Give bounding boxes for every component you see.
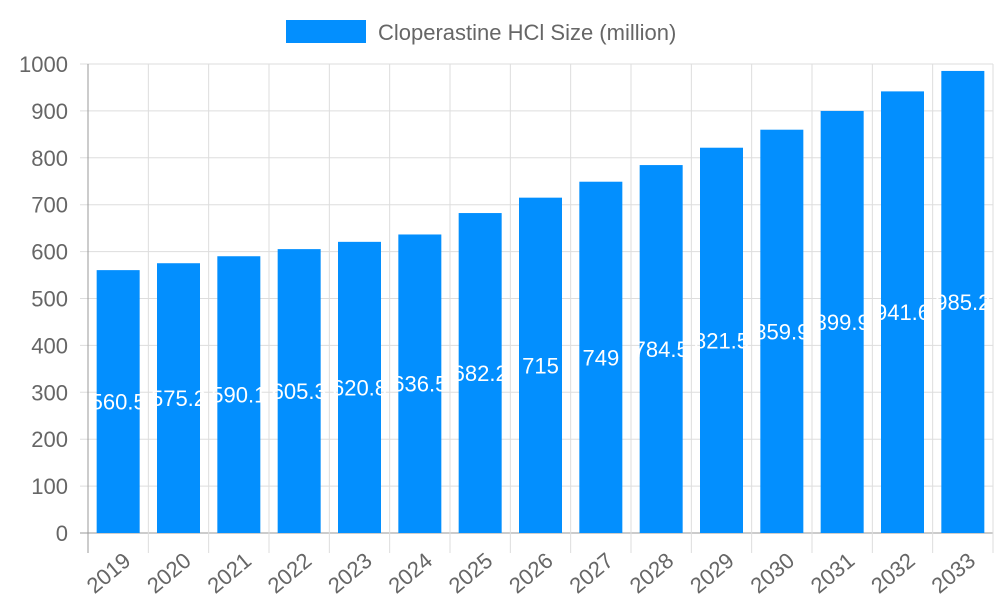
x-tick-label: 2023 <box>323 548 377 599</box>
data-label: 859.9 <box>754 319 809 344</box>
data-label: 605.3 <box>272 379 327 404</box>
x-tick-label: 2030 <box>745 548 799 599</box>
bar <box>941 70 985 534</box>
x-tick-label: 2029 <box>685 548 739 599</box>
data-label: 715 <box>522 353 559 378</box>
bar <box>217 256 261 533</box>
legend[interactable]: Cloperastine HCl Size (million) <box>286 20 676 45</box>
bar <box>881 91 924 534</box>
y-tick-label: 200 <box>31 427 68 452</box>
data-label: 620.8 <box>332 375 387 400</box>
legend-swatch <box>286 20 366 43</box>
x-tick-label: 2022 <box>263 548 317 599</box>
bar <box>639 165 683 533</box>
data-label: 749 <box>582 345 619 370</box>
y-tick-label: 100 <box>31 474 68 499</box>
y-tick-label: 0 <box>56 521 68 546</box>
legend-label: Cloperastine HCl Size (million) <box>378 20 676 45</box>
bar <box>398 234 442 533</box>
data-label: 575.2 <box>151 386 206 411</box>
x-tick-label: 2025 <box>444 548 498 599</box>
bar <box>458 213 502 533</box>
bar <box>519 197 562 534</box>
data-label: 941.6 <box>875 300 930 325</box>
y-tick-label: 900 <box>31 99 68 124</box>
x-tick-label: 2032 <box>866 548 920 599</box>
data-label: 985.2 <box>935 290 990 315</box>
bar <box>96 270 140 533</box>
x-tick-label: 2024 <box>383 548 437 599</box>
bar <box>277 249 321 533</box>
x-tick-label: 2033 <box>926 548 980 599</box>
data-label: 590.1 <box>211 383 266 408</box>
data-label: 784.5 <box>634 337 689 362</box>
y-tick-label: 300 <box>31 380 68 405</box>
data-label: 636.5 <box>392 372 447 397</box>
bar <box>700 147 743 534</box>
y-tick-label: 1000 <box>19 52 68 77</box>
bar <box>157 263 200 533</box>
x-tick-label: 2028 <box>625 548 679 599</box>
data-label: 899.9 <box>815 310 870 335</box>
y-tick-label: 700 <box>31 193 68 218</box>
data-label: 821.5 <box>694 328 749 353</box>
x-tick-label: 2031 <box>806 548 860 599</box>
x-tick-label: 2019 <box>82 548 136 599</box>
y-tick-label: 500 <box>31 287 68 312</box>
data-label: 560.5 <box>91 390 146 415</box>
x-tick-label: 2021 <box>202 548 256 599</box>
bar <box>338 241 381 534</box>
y-tick-label: 400 <box>31 333 68 358</box>
bar <box>760 129 804 533</box>
x-tick-label: 2020 <box>142 548 196 599</box>
y-tick-label: 800 <box>31 146 68 171</box>
bar <box>579 181 623 533</box>
data-label: 682.2 <box>453 361 508 386</box>
x-tick-label: 2027 <box>564 548 618 599</box>
bar <box>820 110 864 533</box>
y-tick-label: 600 <box>31 240 68 265</box>
x-tick-label: 2026 <box>504 548 558 599</box>
